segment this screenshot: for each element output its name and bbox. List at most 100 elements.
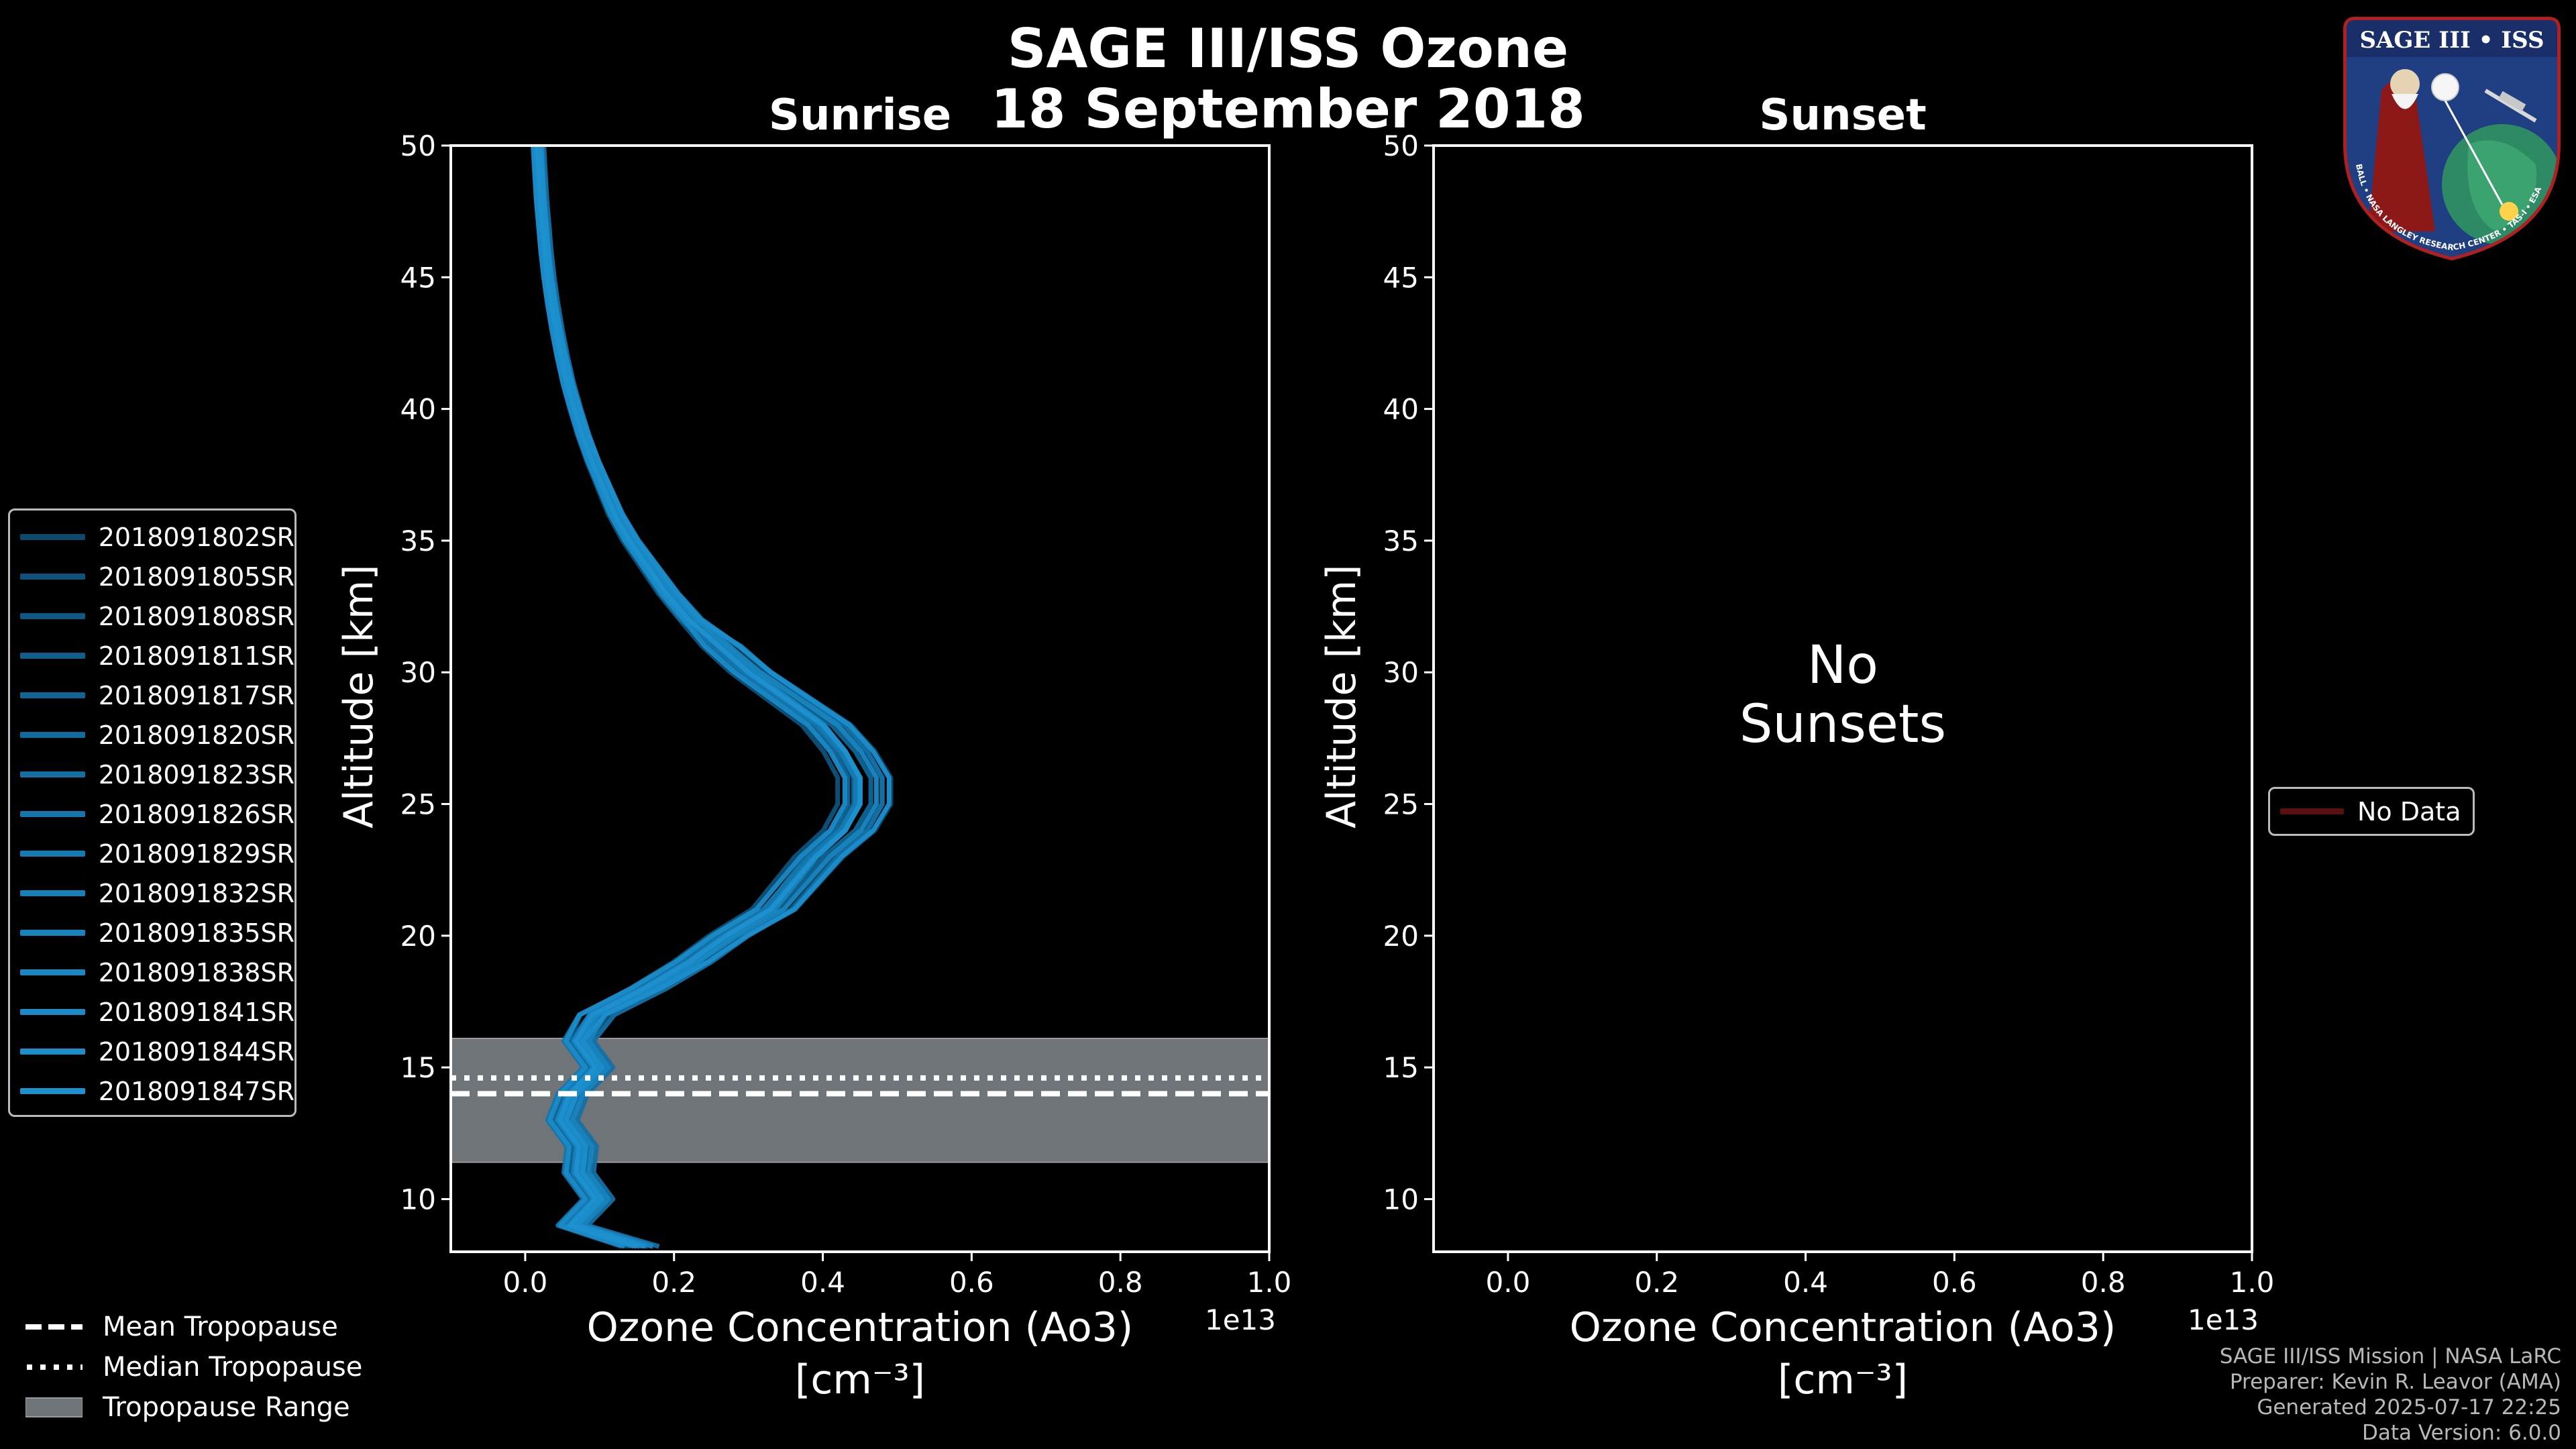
sunrise-ytick-label: 30 (400, 656, 436, 689)
sunrise-ytick-label: 50 (400, 129, 436, 162)
sunset-xlabel: Ozone Concentration (Ao3) [cm⁻³] (1434, 1301, 2252, 1406)
legend-label: 2018091823SR (98, 759, 294, 790)
legend-label: 2018091802SR (98, 522, 294, 552)
legend-entry-2018091838SR: 2018091838SR (10, 953, 294, 992)
sunrise-ytick-label: 15 (400, 1051, 436, 1084)
sunset-ytick-label: 30 (1383, 656, 1419, 689)
legend-entry-2018091805SR: 2018091805SR (10, 557, 294, 596)
legend-swatch (20, 534, 85, 540)
legend-entry-2018091847SR: 2018091847SR (10, 1071, 294, 1111)
patch-title: SAGE III • ISS (2359, 27, 2544, 54)
sunset-xlabel-line2: [cm⁻³] (1778, 1356, 1908, 1403)
legend-swatch (20, 1009, 85, 1015)
legend-entry-2018091832SR: 2018091832SR (10, 873, 294, 913)
tropopause-legend: Mean Tropopause Median Tropopause Tropop… (20, 1307, 362, 1428)
sunrise-xtick-label: 1.0 (1247, 1266, 1292, 1299)
legend-swatch (20, 692, 85, 698)
legend-label: 2018091841SR (98, 997, 294, 1027)
sunset-panel: 0.0 0.2 0.4 0.6 0.8 1.0 10 15 20 25 30 35 40 45 50 (1383, 129, 2275, 1299)
legend-entry-2018091811SR: 2018091811SR (10, 636, 294, 676)
sunset-ytick-label: 50 (1383, 129, 1419, 162)
sunrise-ytick-label: 20 (400, 920, 436, 953)
tropopause-range-swatch (25, 1397, 83, 1417)
legend-swatch (20, 851, 85, 857)
sunrise-ytick-label: 45 (400, 261, 436, 294)
legend-swatch (20, 1088, 85, 1094)
legend-swatch (20, 574, 85, 580)
legend-label: 2018091847SR (98, 1076, 294, 1106)
sunset-xtick-label: 0.4 (1783, 1266, 1828, 1299)
mean-tropopause-label: Mean Tropopause (103, 1311, 338, 1342)
legend-label: 2018091844SR (98, 1036, 294, 1067)
sage-iss-mission-patch: SAGE III • ISS BALL • NASA LANGLEY RESEA… (2343, 17, 2561, 261)
legend-label: 2018091805SR (98, 561, 294, 592)
sunset-ytick-label: 20 (1383, 920, 1419, 953)
legend-swatch (20, 890, 85, 896)
legend-entry-2018091823SR: 2018091823SR (10, 755, 294, 794)
footer-preparer: Preparer: Kevin R. Leavor (AMA) (2229, 1370, 2561, 1394)
profile-line-2018091844SR (538, 145, 892, 1249)
footer-mission: SAGE III/ISS Mission | NASA LaRC (2219, 1344, 2561, 1368)
no-sunsets-annotation: No Sunsets (1434, 636, 2252, 754)
sunset-ytick-label: 40 (1383, 393, 1419, 426)
legend-entry-2018091844SR: 2018091844SR (10, 1032, 294, 1071)
sunset-ylabel: Altitude [km] (1318, 564, 1365, 828)
sunrise-xtick-label: 0.6 (949, 1266, 994, 1299)
sunset-xtick-label: 0.0 (1486, 1266, 1531, 1299)
no-sunsets-line2: Sunsets (1739, 694, 1947, 755)
sunset-xlabel-line1: Ozone Concentration (Ao3) (1569, 1304, 2116, 1351)
sunrise-x-offset: 1e13 (1205, 1303, 1277, 1336)
sunrise-ylabel: Altitude [km] (335, 564, 382, 828)
sunset-legend: No Data (2268, 787, 2475, 836)
legend-mean-tropopause: Mean Tropopause (20, 1307, 362, 1347)
sunrise-xtick-label: 0.0 (503, 1266, 548, 1299)
sunset-xtick-label: 0.2 (1634, 1266, 1679, 1299)
sunset-title: Sunset (1759, 91, 1927, 140)
sunrise-axes-frame (449, 144, 1271, 1253)
sunrise-ytick-label: 25 (400, 788, 436, 821)
legend-entry-2018091835SR: 2018091835SR (10, 913, 294, 953)
footer-credits: SAGE III/ISS Mission | NASA LaRC Prepare… (2220, 1344, 2561, 1446)
sunset-ytick-label: 10 (1383, 1183, 1419, 1216)
footer-generated: Generated 2025-07-17 22:25 (2257, 1395, 2561, 1419)
legend-swatch (20, 1049, 85, 1055)
legend-entry-2018091820SR: 2018091820SR (10, 715, 294, 755)
profile-line-2018091841SR (531, 145, 847, 1249)
figure-date: 18 September 2018 (991, 78, 1585, 140)
sunrise-title: Sunrise (768, 91, 952, 140)
legend-swatch (20, 771, 85, 777)
legend-label: 2018091820SR (98, 720, 294, 750)
legend-label: 2018091835SR (98, 918, 294, 948)
sunset-xtick-label: 1.0 (2230, 1266, 2275, 1299)
sunrise-xtick-label: 0.8 (1098, 1266, 1143, 1299)
sunrise-panel: 0.0 0.2 0.4 0.6 0.8 1.0 10 15 20 25 30 35 40 45 50 (400, 129, 1292, 1299)
legend-swatch (20, 613, 85, 619)
sunset-xtick-label: 0.8 (2081, 1266, 2126, 1299)
no-data-swatch (2280, 808, 2344, 814)
legend-entry-2018091817SR: 2018091817SR (10, 676, 294, 715)
sunrise-xlabel-line2: [cm⁻³] (795, 1356, 925, 1403)
no-sunsets-line1: No (1807, 635, 1879, 696)
sunset-ytick-label: 45 (1383, 261, 1419, 294)
sunset-ytick-label: 25 (1383, 788, 1419, 821)
legend-entry-2018091802SR: 2018091802SR (10, 517, 294, 557)
sunset-x-offset: 1e13 (2188, 1303, 2259, 1336)
sunrise-xtick-label: 0.2 (651, 1266, 696, 1299)
median-tropopause-label: Median Tropopause (103, 1352, 363, 1383)
legend-entry-no-data: No Data (2270, 792, 2473, 831)
legend-entry-2018091829SR: 2018091829SR (10, 834, 294, 873)
sunrise-ytick-label: 40 (400, 393, 436, 426)
legend-label: 2018091832SR (98, 878, 294, 908)
legend-label-no-data: No Data (2357, 796, 2461, 826)
legend-swatch (20, 653, 85, 659)
legend-label: 2018091829SR (98, 839, 294, 869)
sunrise-xlabel: Ozone Concentration (Ao3) [cm⁻³] (451, 1301, 1269, 1406)
sunset-xtick-label: 0.6 (1932, 1266, 1977, 1299)
sunset-ytick-label: 35 (1383, 525, 1419, 557)
sunrise-xtick-label: 0.4 (800, 1266, 845, 1299)
footer-version: Data Version: 6.0.0 (2361, 1421, 2561, 1445)
profile-line-2018091847SR (535, 145, 863, 1249)
sunset-ytick-label: 15 (1383, 1051, 1419, 1084)
sunset-axes-frame (1432, 144, 2253, 1253)
